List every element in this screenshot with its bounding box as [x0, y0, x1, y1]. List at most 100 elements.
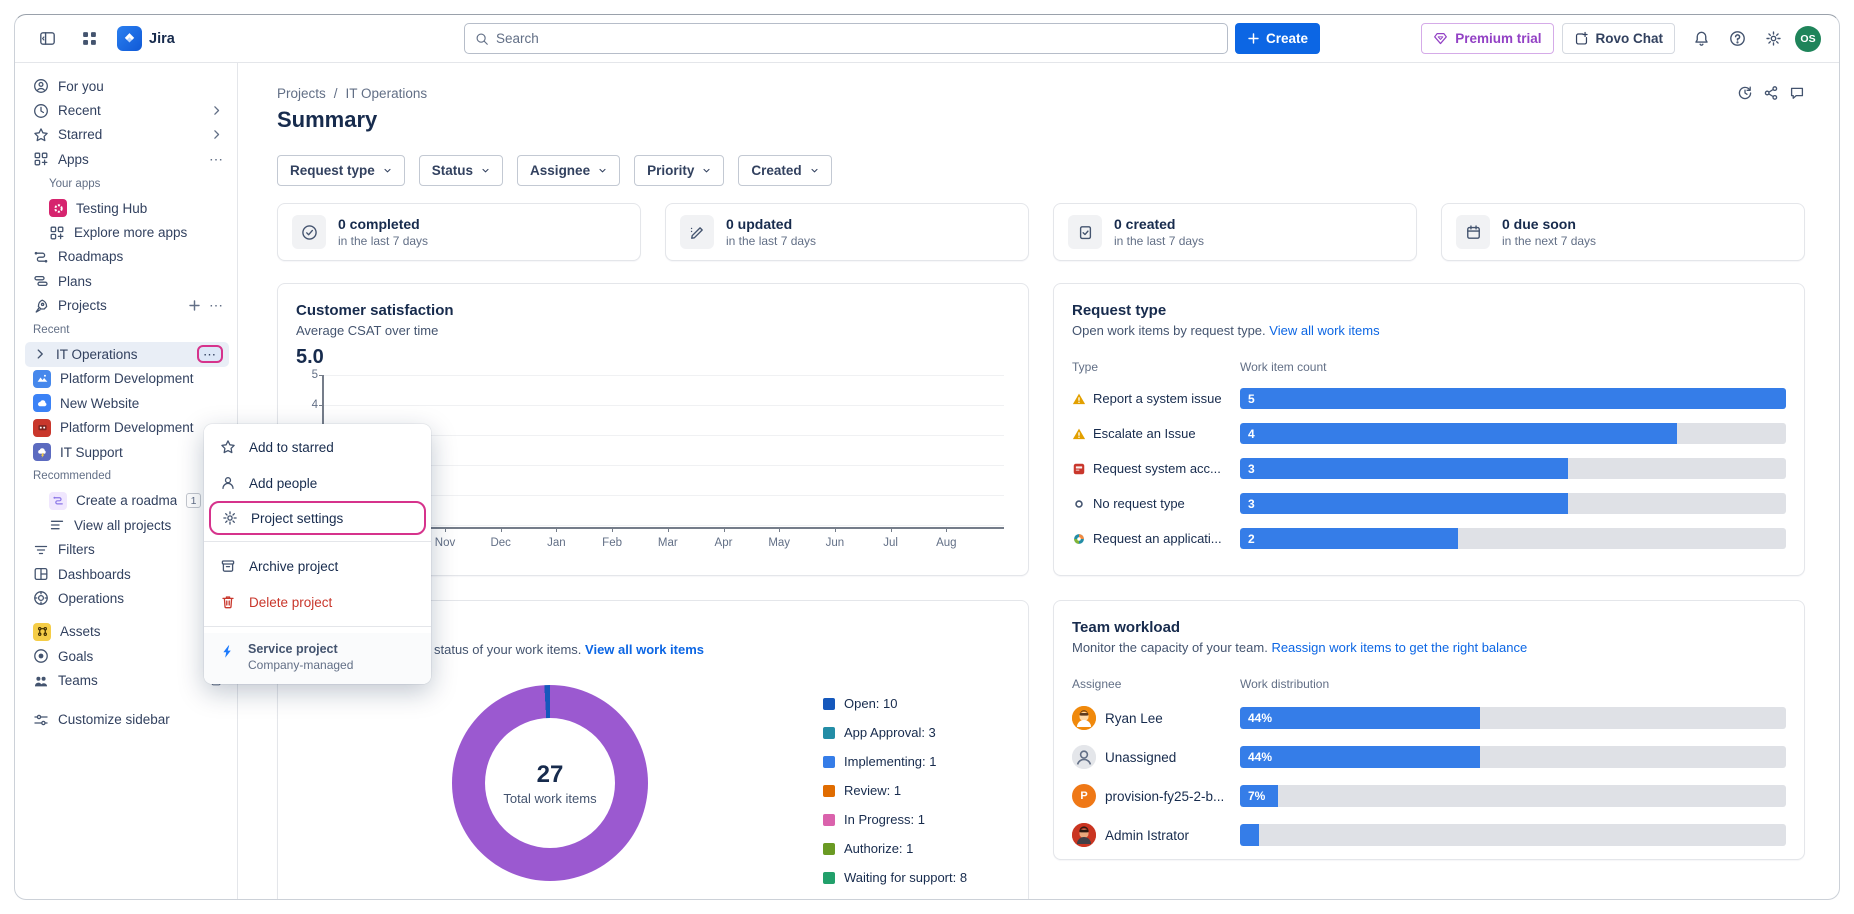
- sidebar-item-recent[interactable]: Recent: [25, 98, 229, 122]
- assets-icon: [33, 622, 51, 641]
- sidebar-item-create-a-roadmap[interactable]: Create a roadmap 1: [25, 489, 229, 513]
- legend-swatch: [823, 871, 835, 884]
- sidebar-item-it-support[interactable]: IT Support: [25, 440, 229, 464]
- gear-icon: [1765, 30, 1782, 47]
- sidebar-item-view-all-projects[interactable]: View all projects: [25, 513, 229, 537]
- status-overview-card: status of your work items. View all work…: [277, 600, 1029, 899]
- feedback-icon[interactable]: [1789, 85, 1805, 101]
- it-support-icon: [33, 443, 51, 462]
- request-type-row: Report a system issue 5: [1072, 388, 1786, 409]
- create-button[interactable]: Create: [1235, 23, 1321, 54]
- col-work-item-count: Work item count: [1240, 360, 1327, 374]
- status-overview-subtitle: status of your work items.: [434, 642, 582, 657]
- filter-request-type[interactable]: Request type: [277, 155, 405, 186]
- reassign-link[interactable]: Reassign work items to get the right bal…: [1271, 640, 1528, 655]
- request-type-card: Request type Open work items by request …: [1053, 283, 1805, 576]
- menu-item-add-people[interactable]: Add people: [204, 465, 431, 501]
- menu-item-add-to-starred[interactable]: Add to starred: [204, 429, 431, 465]
- menu-item-archive-project[interactable]: Archive project: [204, 548, 431, 584]
- testing-hub-icon: [49, 199, 67, 218]
- sidebar-item-new-website[interactable]: New Website: [25, 391, 229, 415]
- user-avatar[interactable]: OS: [1795, 25, 1821, 52]
- sidebar-item-goals[interactable]: Goals: [25, 644, 229, 668]
- sidebar-item-assets[interactable]: Assets: [25, 620, 229, 644]
- legend-swatch: [823, 842, 835, 855]
- x-tick: Aug: [936, 537, 957, 549]
- sidebar-item-explore-more-apps[interactable]: Explore more apps: [25, 220, 229, 244]
- menu-item-delete-project[interactable]: Delete project: [204, 584, 431, 620]
- redbox-icon: [1072, 462, 1086, 476]
- sidebar-item-roadmaps[interactable]: Roadmaps: [25, 245, 229, 269]
- jira-brand[interactable]: Jira: [117, 26, 175, 51]
- rovo-chat-button[interactable]: Rovo Chat: [1561, 23, 1675, 54]
- more-button[interactable]: ⋯: [209, 150, 223, 167]
- filter-created[interactable]: Created: [738, 155, 832, 186]
- warning-icon: [1072, 392, 1086, 406]
- x-tick: Mar: [657, 537, 678, 549]
- diamond-icon: [1433, 31, 1448, 46]
- global-search[interactable]: [464, 23, 1228, 54]
- legend-item-authorize: Authorize: 1: [823, 834, 967, 863]
- view-all-work-items-link[interactable]: View all work items: [1269, 323, 1380, 338]
- app-switcher-icon: [81, 30, 98, 47]
- help-icon: [1729, 30, 1746, 47]
- csat-value: 5.0: [296, 346, 324, 368]
- stat-cards: 0 completed in the last 7 days 0 updated in…: [277, 203, 1805, 261]
- swirl-icon: [1072, 532, 1086, 546]
- filter-assignee[interactable]: Assignee: [517, 155, 621, 186]
- filter-status[interactable]: Status: [418, 155, 504, 186]
- breadcrumb-projects[interactable]: Projects: [277, 85, 326, 101]
- sidebar-item-for-you[interactable]: For you: [25, 74, 229, 98]
- chevron-down-icon: [810, 166, 819, 175]
- legend-swatch: [823, 755, 835, 768]
- legend-item-review: Review: 1: [823, 776, 967, 805]
- plans-icon: [33, 273, 49, 289]
- check-circle-icon: [292, 215, 326, 249]
- projects-more-button[interactable]: ⋯: [209, 297, 223, 314]
- product-name: Jira: [149, 30, 175, 47]
- sidebar-item-platform-development[interactable]: Platform Development: [25, 367, 229, 391]
- list-icon: [49, 517, 65, 533]
- menu-item-project-settings[interactable]: Project settings: [209, 501, 426, 535]
- sidebar-item-testing-hub[interactable]: Testing Hub: [25, 196, 229, 220]
- add-project-button[interactable]: [188, 299, 201, 312]
- sidebar-item-customize-sidebar[interactable]: Customize sidebar: [25, 708, 229, 732]
- for-you-icon: [33, 78, 49, 94]
- badge: 1: [186, 493, 201, 509]
- sidebar-item-teams[interactable]: Teams: [25, 668, 229, 692]
- stat-card-0-due-soon: 0 due soon in the next 7 days: [1441, 203, 1805, 261]
- stat-card-0-completed: 0 completed in the last 7 days: [277, 203, 641, 261]
- sidebar-item-starred[interactable]: Starred: [25, 123, 229, 147]
- sidebar-item-dashboards[interactable]: Dashboards: [25, 562, 229, 586]
- sidebar-item-operations[interactable]: Operations: [25, 586, 229, 610]
- sidebar-item-projects[interactable]: Projects ⋯: [25, 294, 229, 318]
- sliders-icon: [33, 712, 49, 728]
- teams-icon: [33, 673, 49, 689]
- sidebar-item-apps[interactable]: Apps ⋯: [25, 147, 229, 171]
- grid-plus-icon: [33, 151, 49, 167]
- sidebar-item-filters[interactable]: Filters: [25, 537, 229, 561]
- filter-priority[interactable]: Priority: [634, 155, 725, 186]
- sidebar-toggle-button[interactable]: [33, 25, 61, 53]
- sidebar-item-plans[interactable]: Plans: [25, 269, 229, 293]
- notifications-button[interactable]: [1687, 25, 1715, 53]
- donut-total-label: Total work items: [503, 790, 597, 806]
- help-button[interactable]: [1723, 25, 1751, 53]
- share-icon[interactable]: [1763, 85, 1779, 101]
- sidebar-item-platform-development[interactable]: Platform Development: [25, 415, 229, 439]
- breadcrumb-it-operations[interactable]: IT Operations: [345, 85, 428, 101]
- sidebar-item-it-operations[interactable]: IT Operations ⋯: [25, 342, 229, 367]
- search-input[interactable]: [496, 31, 1217, 46]
- panel-left-icon: [39, 30, 56, 47]
- settings-button[interactable]: [1759, 25, 1787, 53]
- status-view-all-link[interactable]: View all work items: [585, 642, 704, 657]
- request-type-row: Escalate an Issue 4: [1072, 423, 1786, 444]
- stat-card-0-updated: 0 updated in the last 7 days: [665, 203, 1029, 261]
- history-icon[interactable]: [1737, 85, 1753, 101]
- project-more-button[interactable]: ⋯: [197, 345, 223, 364]
- premium-trial-button[interactable]: Premium trial: [1421, 23, 1554, 54]
- breadcrumb: Projects / IT Operations: [277, 85, 428, 101]
- app-switcher-button[interactable]: [75, 25, 103, 53]
- request-type-rows: Report a system issue 5 Escalate an Issue 4…: [1072, 388, 1786, 549]
- recommended-label: Recommended: [33, 470, 111, 483]
